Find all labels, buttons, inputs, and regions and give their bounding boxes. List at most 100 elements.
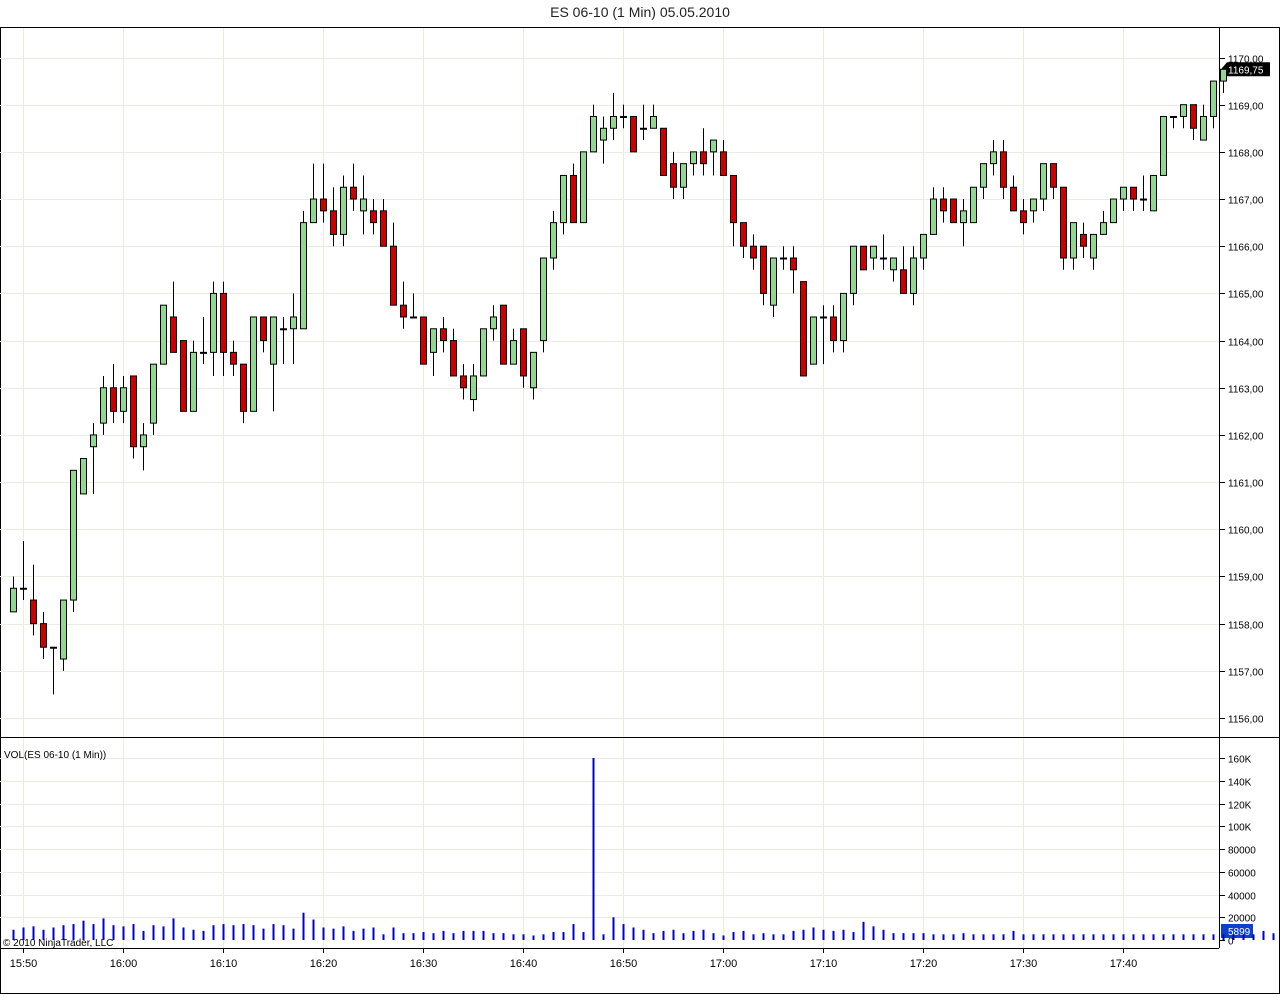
candle-body xyxy=(630,115,637,153)
price-tick-label: 1170,00 xyxy=(1228,55,1264,66)
volume-bar xyxy=(652,933,655,940)
volume-bar xyxy=(862,921,865,940)
candle-body xyxy=(1120,186,1127,200)
candle-body xyxy=(640,127,647,130)
candle-body xyxy=(330,210,337,235)
volume-bar xyxy=(972,934,975,940)
volume-bar xyxy=(1162,934,1165,940)
time-tick-label: 17:00 xyxy=(710,958,738,970)
candle-body xyxy=(980,163,987,188)
price-tick-label: 1157,00 xyxy=(1228,668,1264,679)
candle-body xyxy=(870,245,877,259)
volume-bar xyxy=(312,919,315,940)
candle-body xyxy=(890,257,897,271)
volume-bar xyxy=(42,929,45,940)
volume-bar xyxy=(1192,934,1195,940)
volume-bar xyxy=(822,929,825,940)
price-tick-label: 1158,00 xyxy=(1228,621,1264,632)
candle-body xyxy=(610,115,617,129)
candle-body xyxy=(300,222,307,330)
candle-body xyxy=(220,292,227,353)
volume-bar xyxy=(632,927,635,940)
volume-bar xyxy=(342,926,345,940)
price-tick-label: 1163,00 xyxy=(1228,385,1264,396)
time-axis: 15:50 16:00 16:10 16:20 16:30 16:40 16:50 17:00… xyxy=(10,948,1137,970)
price-tick-label: 1168,00 xyxy=(1228,149,1264,160)
time-tick-label: 15:50 xyxy=(10,958,38,970)
volume-bar xyxy=(1212,934,1215,940)
time-tick-label: 16:10 xyxy=(210,958,238,970)
candle-body xyxy=(350,186,357,200)
candle-body xyxy=(340,186,347,235)
volume-bar xyxy=(132,924,135,940)
candle-body xyxy=(930,198,937,235)
volume-bar xyxy=(502,933,505,940)
volume-bar xyxy=(252,925,255,940)
candle-body xyxy=(690,151,697,165)
grid-lines xyxy=(0,28,1219,948)
copyright-text: © 2010 NinjaTrader, LLC xyxy=(3,938,113,949)
volume-bar xyxy=(62,925,65,940)
candle-body xyxy=(480,328,487,377)
candle-body xyxy=(740,222,747,247)
candle-body xyxy=(850,245,857,294)
volume-bar xyxy=(1272,933,1275,940)
candle-body xyxy=(920,233,927,259)
volume-bar xyxy=(642,929,645,940)
chart-frame xyxy=(0,27,1280,994)
price-tick-label: 1156,00 xyxy=(1228,715,1264,726)
candle-body xyxy=(530,351,537,389)
volume-bar xyxy=(622,924,625,940)
candle-body xyxy=(230,351,237,365)
volume-bar xyxy=(522,934,525,940)
time-tick-label: 17:10 xyxy=(810,958,838,970)
candle-body xyxy=(520,328,527,377)
volume-bar xyxy=(772,934,775,940)
candle-body xyxy=(380,210,387,247)
volume-bar xyxy=(192,929,195,940)
candle-body xyxy=(70,469,77,601)
candle-body xyxy=(780,257,787,260)
volume-bar xyxy=(222,924,225,940)
volume-bar xyxy=(112,925,115,940)
candle-body xyxy=(390,245,397,306)
volume-tick-label: 140K xyxy=(1228,778,1252,789)
candle-body xyxy=(290,316,297,330)
candle-body xyxy=(1020,210,1027,224)
candle-body xyxy=(1210,80,1217,117)
volume-bar xyxy=(512,934,515,940)
volume-bar xyxy=(872,926,875,940)
volume-bar xyxy=(692,930,695,940)
candle-body xyxy=(950,198,957,224)
candle-body xyxy=(160,304,167,365)
price-tick-label: 1160,00 xyxy=(1228,526,1264,537)
volume-bar xyxy=(1232,934,1235,940)
candle-body xyxy=(1040,163,1047,200)
volume-bar xyxy=(762,933,765,940)
candle-body xyxy=(910,257,917,294)
candle-body xyxy=(270,316,277,365)
candle-body xyxy=(210,292,217,353)
volume-bar xyxy=(852,932,855,940)
candle-body xyxy=(110,387,117,412)
volume-bar xyxy=(452,933,455,940)
volume-bar xyxy=(1202,934,1205,940)
volume-bar xyxy=(162,926,165,940)
volume-bar xyxy=(1262,930,1265,940)
volume-tick-label: 120K xyxy=(1228,801,1252,812)
time-tick-label: 16:30 xyxy=(410,958,438,970)
volume-bar xyxy=(802,929,805,940)
volume-bar xyxy=(922,933,925,940)
volume-tick-label: 60000 xyxy=(1228,869,1256,880)
volume-bar xyxy=(1102,934,1105,940)
candle-body xyxy=(130,375,137,448)
candle-body xyxy=(370,210,377,224)
time-tick-label: 16:20 xyxy=(310,958,338,970)
candle-body xyxy=(720,151,727,176)
candle-body xyxy=(420,316,427,365)
candle-body xyxy=(1010,186,1017,212)
candle-body xyxy=(1030,198,1037,212)
volume-bar xyxy=(262,928,265,940)
